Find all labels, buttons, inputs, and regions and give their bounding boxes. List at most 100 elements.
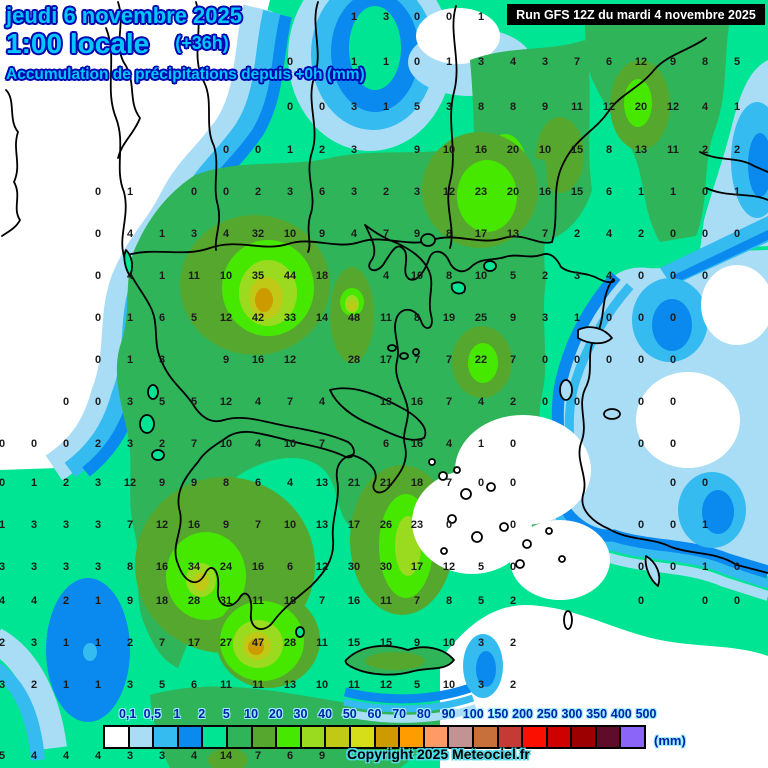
map-value: 9 [318,750,326,762]
map-value: 3 [30,519,38,531]
map-value: 3 [126,679,134,691]
map-value: 5 [158,396,166,408]
map-value: 8 [126,561,134,573]
map-value: 8 [477,101,485,113]
map-value: 9 [509,312,517,324]
legend-threshold-label: 80 [416,707,431,721]
map-value: 0 [637,519,645,531]
map-value: 3 [158,354,166,366]
map-value: 0 [94,396,102,408]
map-value: 2 [318,144,326,156]
map-value: 0 [222,144,230,156]
map-value: 3 [94,519,102,531]
map-value: 11 [220,679,232,691]
map-value: 0 [94,228,102,240]
map-value: 1 [637,186,645,198]
map-value: 2 [509,396,517,408]
map-value: 1 [158,228,166,240]
map-value: 17 [474,228,488,240]
map-value: 2 [509,595,517,607]
map-value: 3 [94,561,102,573]
map-value: 10 [219,438,233,450]
map-value: 11 [571,101,583,113]
forecast-offset-label: (+36h) [175,33,229,54]
map-value: 16 [410,438,424,450]
map-value: 7 [382,228,390,240]
map-value: 8 [445,595,453,607]
map-value: 0 [669,438,677,450]
map-value: 3 [94,477,102,489]
map-value: 2 [509,637,517,649]
map-value: 5 [477,561,485,573]
legend-cell [473,727,499,747]
map-value: 4 [445,438,453,450]
map-value: 7 [541,228,549,240]
legend-cell [596,727,622,747]
legend-cell [301,727,327,747]
map-value: 0 [94,186,102,198]
map-value: 1 [126,354,134,366]
legend-cell [203,727,228,747]
map-value: 13 [379,396,393,408]
map-value: 0 [62,396,70,408]
map-value: 1 [382,56,390,68]
map-value: 16 [251,561,265,573]
map-value: 0 [509,438,517,450]
map-value: 17 [187,637,201,649]
map-value: 32 [251,228,265,240]
map-value: 17 [410,561,424,573]
map-value: 2 [254,186,262,198]
map-value: 0 [637,396,645,408]
map-value: 4 [382,270,390,282]
map-value: 0 [701,270,709,282]
map-value: 0 [286,56,294,68]
map-value: 28 [283,637,297,649]
map-value: 3 [477,56,485,68]
legend-threshold-label: 300 [561,707,583,721]
map-value: 3 [126,438,134,450]
map-value: 18 [410,477,424,489]
map-value: 31 [219,595,233,607]
map-value: 1 [62,679,70,691]
map-value: 0 [573,354,581,366]
map-value: 1 [477,11,485,23]
map-value: 21 [347,477,361,489]
map-value: 4 [701,101,709,113]
map-value: 6 [158,312,166,324]
legend-cell [572,727,597,747]
map-value: 4 [30,750,38,762]
map-value: 10 [219,270,233,282]
legend-labels: 0,1 0,5 1 2 5 10 20 30 40 50 60 70 80 90 100 150 200 250 3… [103,707,656,723]
map-value: 2 [30,679,38,691]
legend-threshold-label: 0,1 [118,707,137,721]
map-value: 7 [254,750,262,762]
map-value: 9 [222,519,230,531]
map-value: 14 [315,312,329,324]
map-value: 4 [222,228,230,240]
map-value: 7 [573,56,581,68]
map-value: 0 [62,438,70,450]
map-value: 35 [251,270,265,282]
map-value: 0 [445,11,453,23]
legend-cell [523,727,548,747]
map-value: 16 [410,396,424,408]
map-value: 3 [445,101,453,113]
map-value: 8 [605,144,613,156]
map-value: 10 [283,519,297,531]
map-value: 3 [30,561,38,573]
legend-cell [621,727,645,747]
legend-threshold-label: 90 [441,707,456,721]
map-value: 0 [509,477,517,489]
map-value: 16 [155,561,169,573]
map-value: 0 [669,477,677,489]
map-value: 7 [286,396,294,408]
legend-cell [227,727,253,747]
map-value: 0 [669,561,677,573]
legend-threshold-label: 2 [198,707,206,721]
map-value: 20 [634,101,648,113]
map-value: 2 [62,595,70,607]
map-value: 12 [442,561,456,573]
map-value: 15 [347,637,361,649]
legend-cell [277,727,302,747]
